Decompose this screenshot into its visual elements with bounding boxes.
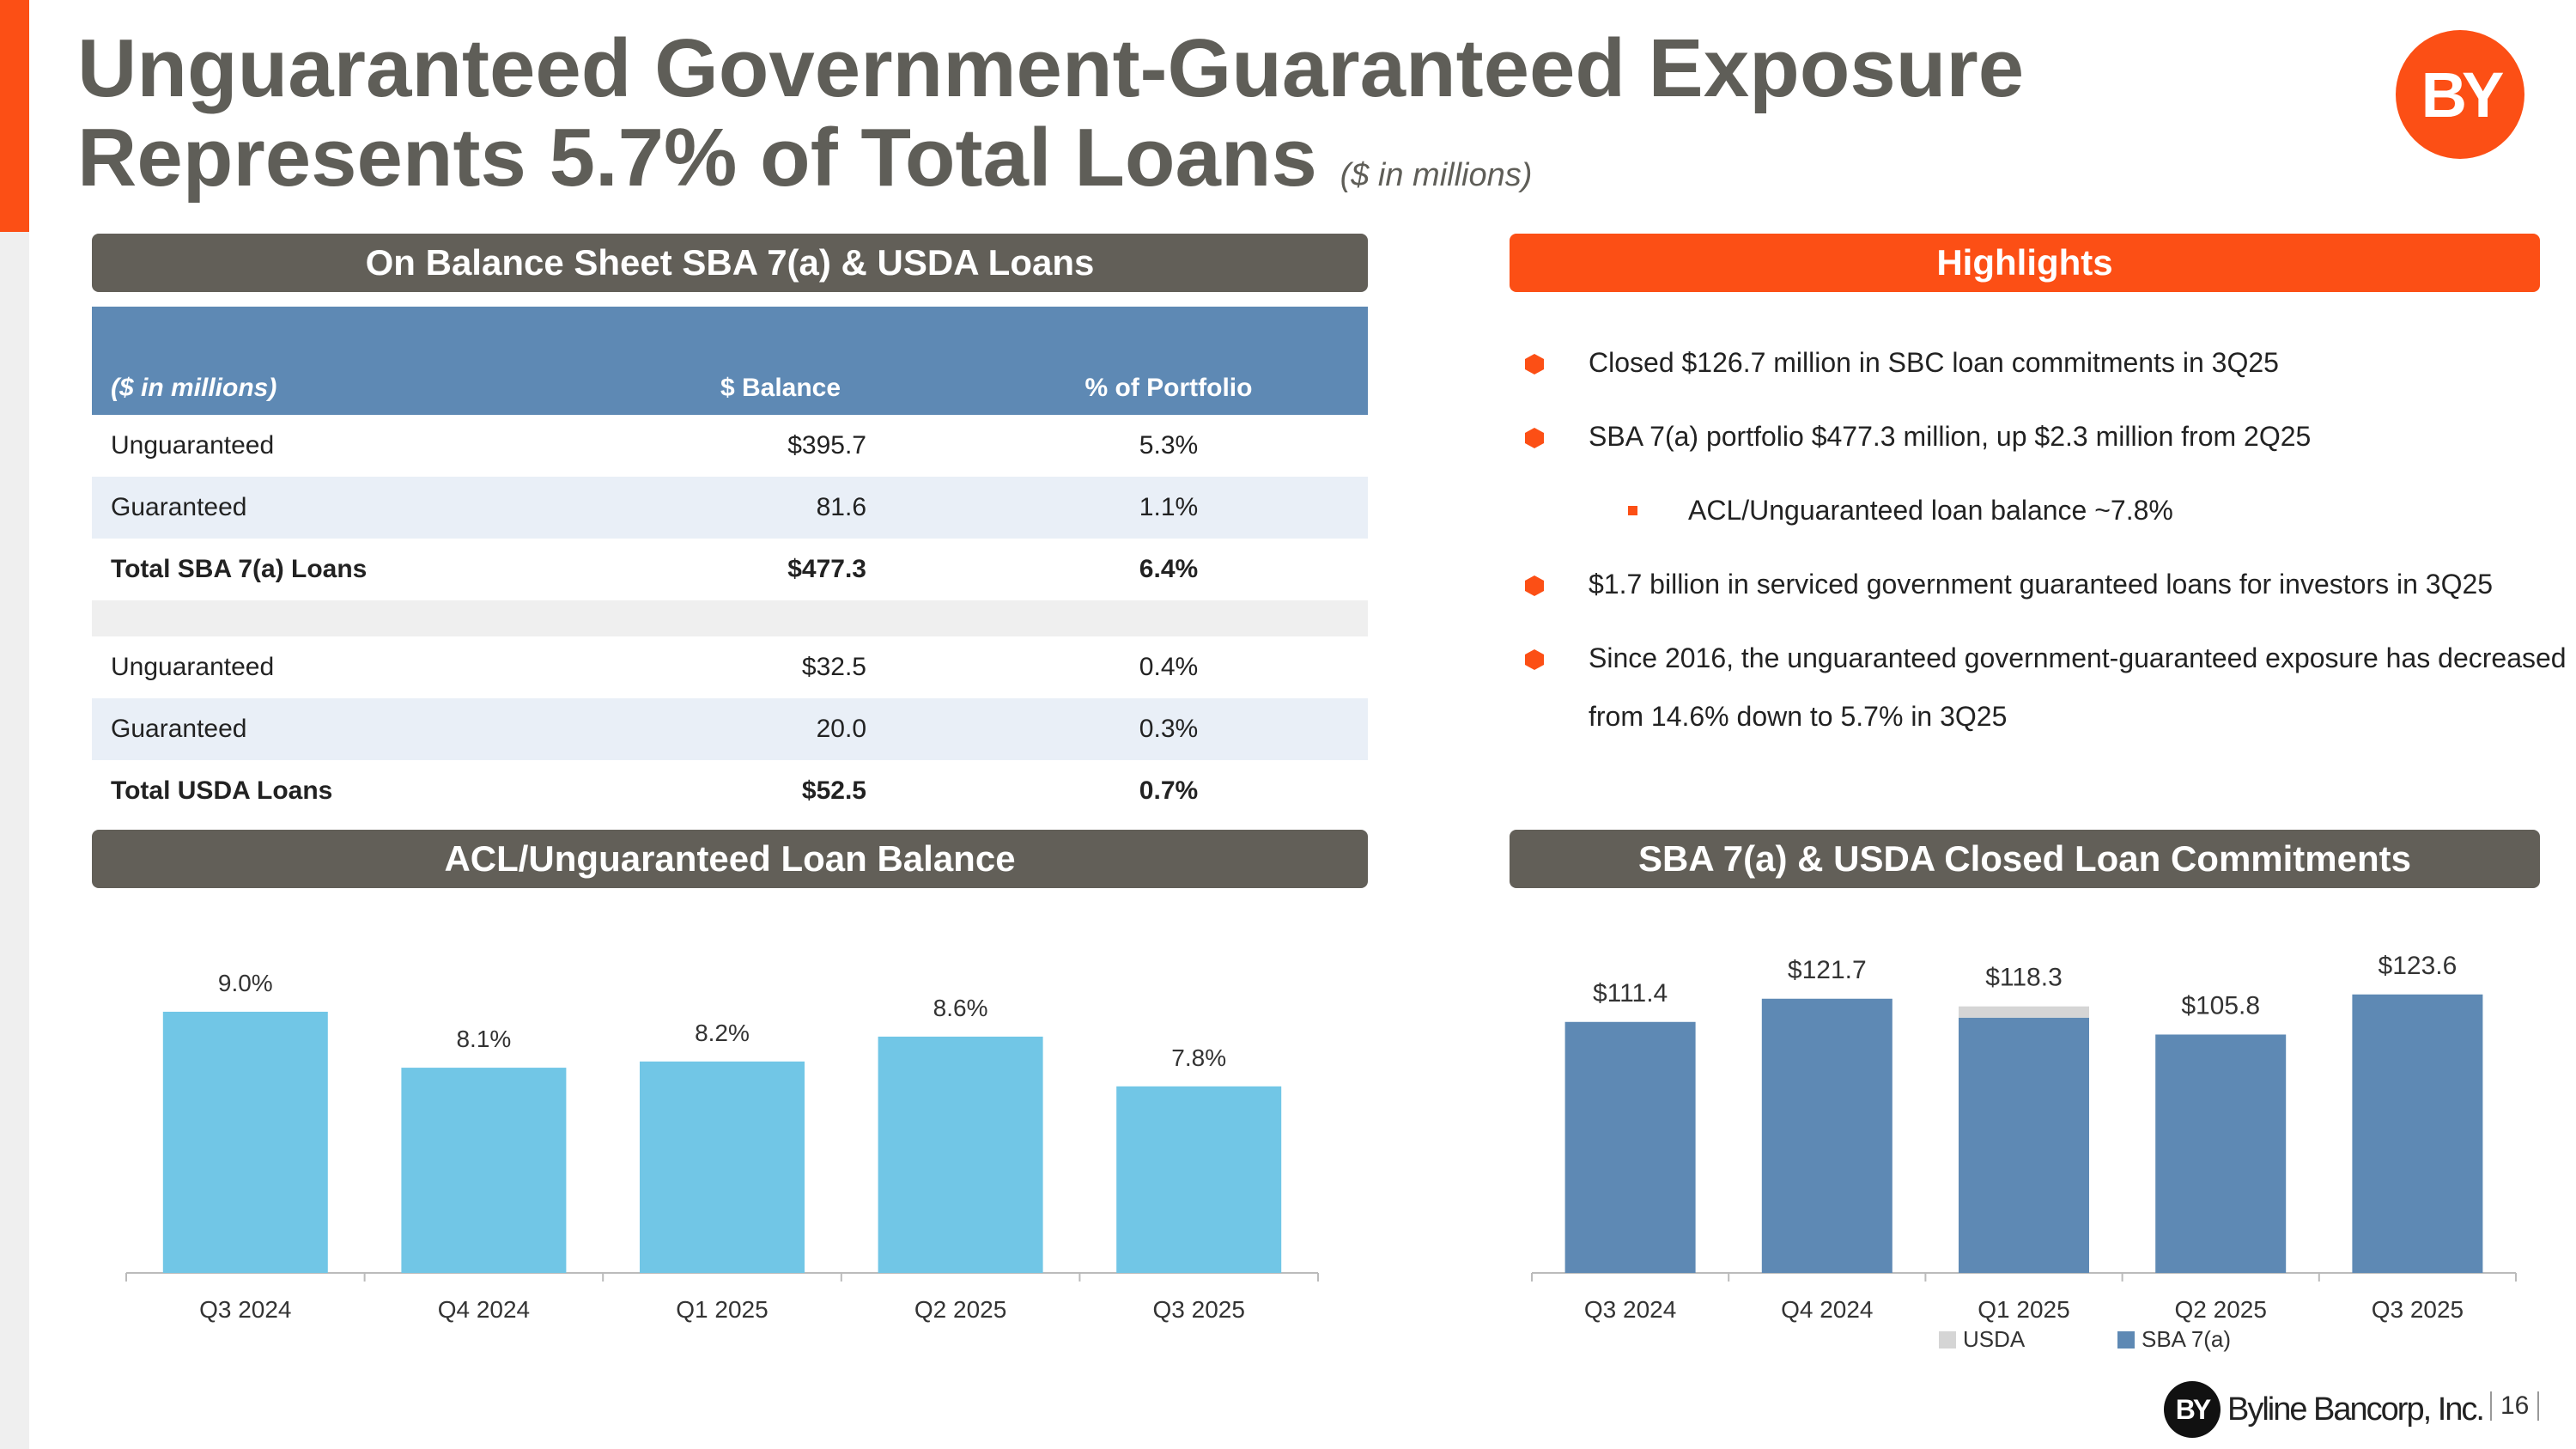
- row-pct: 0.4%: [1139, 653, 1199, 681]
- table-row-total: Total USDA Loans $52.5 0.7%: [92, 760, 1368, 822]
- sba-bar: [1959, 1017, 2089, 1273]
- row-label: Total SBA 7(a) Loans: [111, 555, 368, 583]
- page-title: Unguaranteed Government-Guaranteed Expos…: [77, 24, 2024, 220]
- acl-tick-label: Q3 2024: [199, 1296, 291, 1323]
- highlight-text: SBA 7(a) portfolio $477.3 million, up $2…: [1589, 421, 2312, 452]
- commitments-section-header: SBA 7(a) & USDA Closed Loan Commitments: [1510, 830, 2540, 888]
- acl-tick-label: Q4 2024: [438, 1296, 530, 1323]
- acl-data-label: 7.8%: [1171, 1044, 1226, 1071]
- table-row: Guaranteed 20.0 0.3%: [92, 698, 1368, 760]
- row-balance: 81.6: [592, 477, 969, 539]
- row-pct: 0.7%: [1139, 776, 1199, 805]
- highlight-item: Since 2016, the unguaranteed government-…: [1520, 629, 2567, 746]
- sba-bar: [1564, 1021, 1696, 1273]
- table-spacer-row: [92, 600, 1368, 636]
- highlight-text: Since 2016, the unguaranteed government-…: [1589, 642, 2567, 732]
- commitment-tick-label: Q3 2024: [1584, 1296, 1676, 1323]
- footer-logo: BY Byline Bancorp, Inc.: [2164, 1379, 2485, 1440]
- commitment-tick-label: Q4 2024: [1781, 1296, 1873, 1323]
- highlight-text: $1.7 billion in serviced government guar…: [1589, 569, 2494, 600]
- hexagon-bullet-icon: [1525, 354, 1544, 374]
- title-line-1: Unguaranteed Government-Guaranteed Expos…: [77, 22, 2025, 114]
- row-label: Unguaranteed: [111, 431, 275, 460]
- commitment-total-label: $105.8: [2181, 991, 2260, 1020]
- legend-usda-label: USDA: [1963, 1326, 2026, 1352]
- acl-tick-label: Q3 2025: [1152, 1296, 1244, 1323]
- title-line-2: Represents 5.7% of Total Loans ($ in mil…: [77, 113, 2024, 220]
- highlights-section-header: Highlights: [1510, 234, 2540, 292]
- acl-data-label: 8.2%: [695, 1020, 750, 1046]
- acl-bar: [401, 1068, 567, 1273]
- acl-section-header: ACL/Unguaranteed Loan Balance: [92, 830, 1368, 888]
- commitment-tick-label: Q3 2025: [2372, 1296, 2464, 1323]
- legend-sba-swatch: [2117, 1331, 2135, 1349]
- acl-bar: [1116, 1086, 1282, 1273]
- acl-bar: [878, 1036, 1043, 1273]
- header-pct: % of Portfolio: [969, 307, 1368, 415]
- sba-bar: [2352, 994, 2483, 1273]
- hexagon-bullet-icon: [1525, 649, 1544, 670]
- row-pct: 5.3%: [1139, 431, 1199, 460]
- usda-bar: [1959, 1006, 2089, 1018]
- highlight-item: $1.7 billion in serviced government guar…: [1520, 565, 2567, 603]
- left-rail: [0, 0, 29, 1449]
- acl-data-label: 8.6%: [933, 995, 988, 1021]
- table-row: Unguaranteed $32.5 0.4%: [92, 636, 1368, 698]
- commitment-total-label: $121.7: [1788, 956, 1867, 984]
- row-pct: 0.3%: [969, 698, 1368, 760]
- hexagon-bullet-icon: [1525, 575, 1544, 596]
- table-header-row: ($ in millions) $ Balance % of Portfolio: [92, 307, 1368, 415]
- acl-bar: [640, 1061, 805, 1273]
- title-unit: ($ in millions): [1340, 157, 1533, 193]
- commitment-tick-label: Q2 2025: [2174, 1296, 2266, 1323]
- table-row: Guaranteed 81.6 1.1%: [92, 477, 1368, 539]
- legend-sba-label: SBA 7(a): [2142, 1326, 2231, 1352]
- acl-tick-label: Q2 2025: [914, 1296, 1006, 1323]
- row-label: Total USDA Loans: [111, 776, 333, 805]
- row-pct: 1.1%: [969, 477, 1368, 539]
- acl-data-label: 8.1%: [456, 1026, 511, 1052]
- footer-company-name: Byline Bancorp, Inc.: [2227, 1391, 2485, 1428]
- row-balance: $52.5: [801, 776, 866, 805]
- commitment-total-label: $118.3: [1985, 964, 2063, 992]
- commitment-tick-label: Q1 2025: [1978, 1296, 2069, 1323]
- left-accent-stripe: [0, 0, 29, 232]
- commitment-total-label: $123.6: [2379, 952, 2458, 980]
- acl-data-label: 9.0%: [218, 970, 273, 996]
- square-bullet-icon: [1628, 506, 1637, 515]
- highlight-item: SBA 7(a) portfolio $477.3 million, up $2…: [1520, 417, 2567, 455]
- loans-table: ($ in millions) $ Balance % of Portfolio…: [92, 307, 1368, 822]
- highlight-text: ACL/Unguaranteed loan balance ~7.8%: [1688, 495, 2173, 526]
- footer-logo-mark: BY: [2164, 1381, 2221, 1438]
- row-balance: $395.7: [787, 431, 866, 460]
- legend-usda-swatch: [1939, 1331, 1956, 1349]
- header-unit: ($ in millions): [92, 307, 592, 415]
- row-label: Guaranteed: [92, 698, 592, 760]
- acl-tick-label: Q1 2025: [676, 1296, 768, 1323]
- highlight-item: Closed $126.7 million in SBC loan commit…: [1520, 344, 2567, 381]
- row-balance: 20.0: [592, 698, 969, 760]
- row-pct: 6.4%: [1139, 555, 1199, 583]
- hexagon-bullet-icon: [1525, 428, 1544, 448]
- highlights-list: Closed $126.7 million in SBC loan commit…: [1520, 344, 2567, 746]
- table-section-header: On Balance Sheet SBA 7(a) & USDA Loans: [92, 234, 1368, 292]
- row-balance: $32.5: [801, 653, 866, 681]
- row-label: Guaranteed: [92, 477, 592, 539]
- title-line-2-text: Represents 5.7% of Total Loans: [77, 112, 1317, 204]
- header-balance: $ Balance: [592, 307, 969, 415]
- page-number: 16: [2490, 1391, 2540, 1421]
- row-balance: $477.3: [787, 555, 866, 583]
- table-row-total: Total SBA 7(a) Loans $477.3 6.4%: [92, 539, 1368, 600]
- acl-bar-chart: 9.0% Q3 2024 8.1% Q4 2024 8.2% Q1 2025 8.6% Q2 …: [125, 970, 1319, 1323]
- commitment-total-label: $111.4: [1593, 979, 1668, 1008]
- sba-bar: [2155, 1034, 2287, 1273]
- commitments-bar-chart: $111.4 Q3 2024 $121.7 Q4 2024 $118.3 Q1 2025 $…: [1531, 952, 2517, 1352]
- table-row: Unguaranteed $395.7 5.3%: [92, 415, 1368, 477]
- sba-bar: [1761, 998, 1893, 1273]
- byline-logo: BY: [2396, 30, 2524, 159]
- row-label: Unguaranteed: [111, 653, 275, 681]
- highlight-subitem: ACL/Unguaranteed loan balance ~7.8%: [1520, 491, 2567, 529]
- acl-bar: [162, 1011, 328, 1273]
- highlight-text: Closed $126.7 million in SBC loan commit…: [1589, 347, 2279, 378]
